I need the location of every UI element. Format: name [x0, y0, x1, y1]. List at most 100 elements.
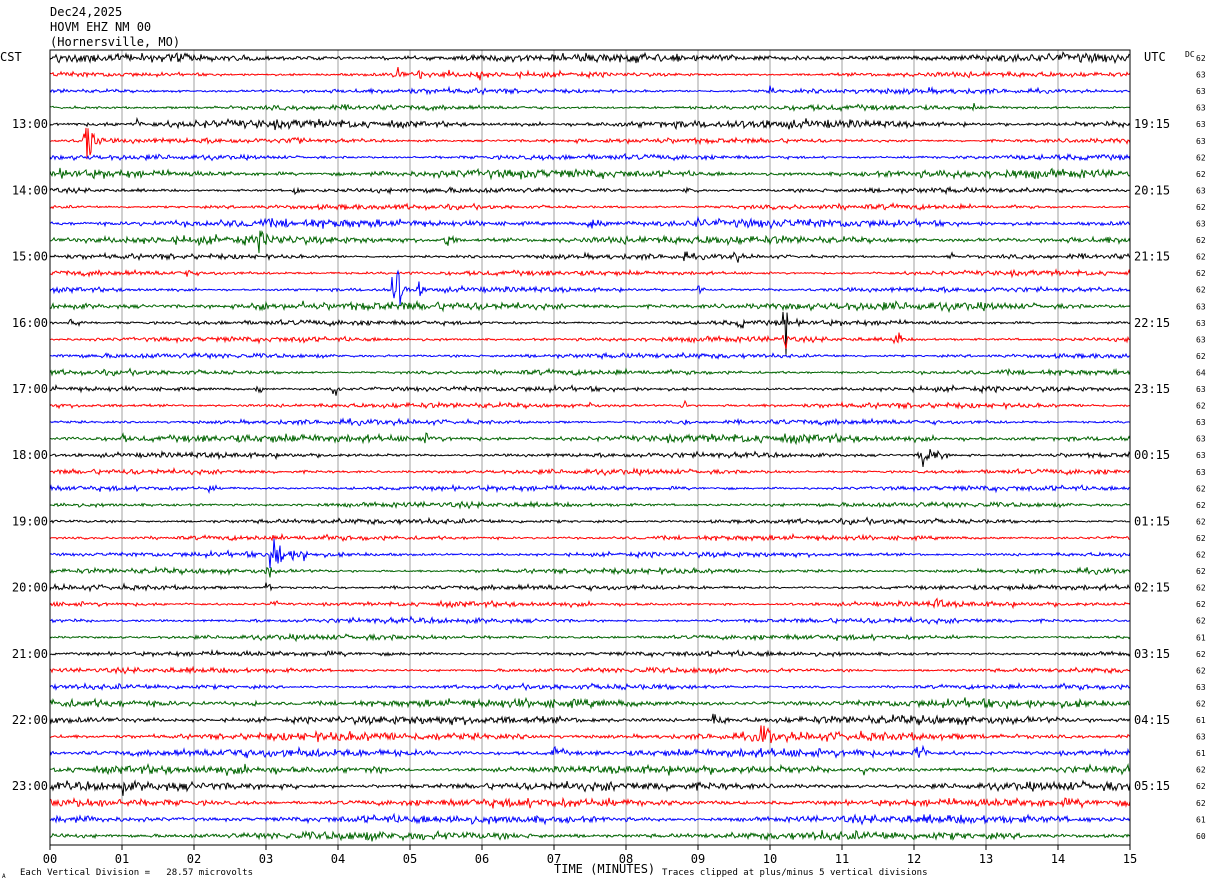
- cst-hour-label: 22:00: [12, 713, 48, 727]
- x-tick-label: 00: [43, 852, 57, 866]
- left-timezone-label: CST: [0, 50, 22, 64]
- seismic-trace-line: [49, 299, 1131, 314]
- dc-offset-label: 62: [1196, 153, 1206, 162]
- seismic-trace-line: [49, 230, 1131, 254]
- dc-offset-label: 63: [1196, 435, 1206, 444]
- axis-labels: 00 01 02 03 04 05 06 07 08 09 10 11 12 13 14 15 62 63 63 63…: [12, 54, 1206, 866]
- dc-offset-label: 63: [1196, 418, 1206, 427]
- dc-offset-label: 63: [1196, 733, 1206, 742]
- right-timezone-label: UTC: [1144, 50, 1166, 64]
- x-tick-label: 08: [619, 852, 633, 866]
- utc-hour-label: 22:15: [1134, 316, 1170, 330]
- dc-offset-label: 61: [1196, 815, 1206, 824]
- cst-hour-label: 16:00: [12, 316, 48, 330]
- x-tick-label: 05: [403, 852, 417, 866]
- dc-offset-label: 62: [1196, 253, 1206, 262]
- seismic-trace-line: [49, 399, 1131, 411]
- cst-hour-label: 21:00: [12, 647, 48, 661]
- dc-offset-label: 62: [1196, 402, 1206, 411]
- dc-offset-label: 62: [1196, 617, 1206, 626]
- x-tick-label: 15: [1123, 852, 1137, 866]
- seismic-trace-line: [49, 744, 1131, 759]
- dc-offset-label: 61: [1196, 633, 1206, 642]
- dc-offset-label: 62: [1196, 600, 1206, 609]
- dc-offset-label: 62: [1196, 699, 1206, 708]
- dc-offset-label: 62: [1196, 534, 1206, 543]
- seismic-trace-line: [49, 311, 1131, 355]
- utc-hour-label: 04:15: [1134, 713, 1170, 727]
- dc-offset-label: 62: [1196, 782, 1206, 791]
- header-station: HOVM EHZ NM 00: [50, 20, 152, 34]
- seismic-trace-line: [49, 201, 1131, 212]
- x-tick-label: 06: [475, 852, 489, 866]
- dc-offset-label: 63: [1196, 87, 1206, 96]
- utc-hour-label: 05:15: [1134, 779, 1170, 793]
- utc-hour-label: 19:15: [1134, 117, 1170, 131]
- seismic-trace-line: [49, 332, 1131, 349]
- x-tick-label: 10: [763, 852, 777, 866]
- x-tick-label: 09: [691, 852, 705, 866]
- dc-offset-label: 62: [1196, 666, 1206, 675]
- dc-offset-label: 61: [1196, 716, 1206, 725]
- dc-offset-label: 63: [1196, 451, 1206, 460]
- seismic-trace-line: [49, 500, 1131, 510]
- utc-hour-label: 21:15: [1134, 250, 1170, 264]
- x-tick-label: 13: [979, 852, 993, 866]
- utc-hour-label: 02:15: [1134, 581, 1170, 595]
- dc-label: DC: [1185, 50, 1195, 59]
- seismic-trace-line: [49, 565, 1131, 578]
- grid-lines: [49, 50, 1131, 850]
- seismic-trace-line: [49, 632, 1131, 643]
- seismic-trace-line: [49, 516, 1131, 527]
- x-tick-label: 12: [907, 852, 921, 866]
- seismic-trace-line: [49, 812, 1131, 826]
- seismic-trace-line: [49, 67, 1131, 81]
- seismic-trace-line: [49, 127, 1131, 160]
- dc-offset-label: 63: [1196, 71, 1206, 80]
- seismic-trace-line: [49, 696, 1130, 710]
- dc-offset-label: 62: [1196, 567, 1206, 576]
- seismic-trace-line: [49, 829, 1131, 842]
- seismic-trace-line: [49, 102, 1131, 113]
- dc-offset-label: 62: [1196, 799, 1206, 808]
- dc-offset-label: 62: [1196, 584, 1206, 593]
- x-tick-label: 04: [331, 852, 345, 866]
- dc-offset-label: 63: [1196, 220, 1206, 229]
- dc-offset-label: 63: [1196, 319, 1206, 328]
- seismic-trace-line: [49, 762, 1131, 776]
- cst-hour-label: 13:00: [12, 117, 48, 131]
- dc-offset-label: 62: [1196, 286, 1206, 295]
- seismic-trace-line: [49, 116, 1131, 131]
- dc-offset-label: 63: [1196, 302, 1206, 311]
- dc-offset-label: 62: [1196, 766, 1206, 775]
- seismic-trace-line: [49, 432, 1131, 446]
- utc-hour-label: 01:15: [1134, 514, 1170, 528]
- header-location: (Hornersville, MO): [50, 35, 181, 49]
- seismic-trace-line: [49, 483, 1131, 495]
- dc-offset-label: 63: [1196, 104, 1206, 113]
- seismic-trace-line: [49, 251, 1131, 263]
- dc-offset-label: 63: [1196, 468, 1206, 477]
- dc-offset-label: 63: [1196, 335, 1206, 344]
- cst-hour-label: 15:00: [12, 250, 48, 264]
- dc-offset-label: 62: [1196, 650, 1206, 659]
- seismic-trace-line: [49, 682, 1131, 692]
- corner-mark: A: [2, 873, 6, 880]
- seismic-trace-line: [49, 215, 1131, 230]
- cst-hour-label: 18:00: [12, 448, 48, 462]
- seismic-trace-line: [49, 538, 1131, 569]
- dc-offset-label: 61: [1196, 749, 1206, 758]
- dc-offset-label: 63: [1196, 137, 1206, 146]
- utc-hour-label: 23:15: [1134, 382, 1170, 396]
- seismic-trace-line: [49, 51, 1131, 65]
- x-tick-label: 11: [835, 852, 849, 866]
- seismic-trace-line: [49, 582, 1131, 593]
- seismic-trace-line: [49, 367, 1131, 377]
- x-tick-label: 07: [547, 852, 561, 866]
- dc-offset-label: 60: [1196, 832, 1206, 841]
- seismic-trace-line: [50, 417, 1131, 427]
- seismic-trace-line: [49, 665, 1131, 676]
- dc-offset-label: 63: [1196, 683, 1206, 692]
- utc-hour-label: 00:15: [1134, 448, 1170, 462]
